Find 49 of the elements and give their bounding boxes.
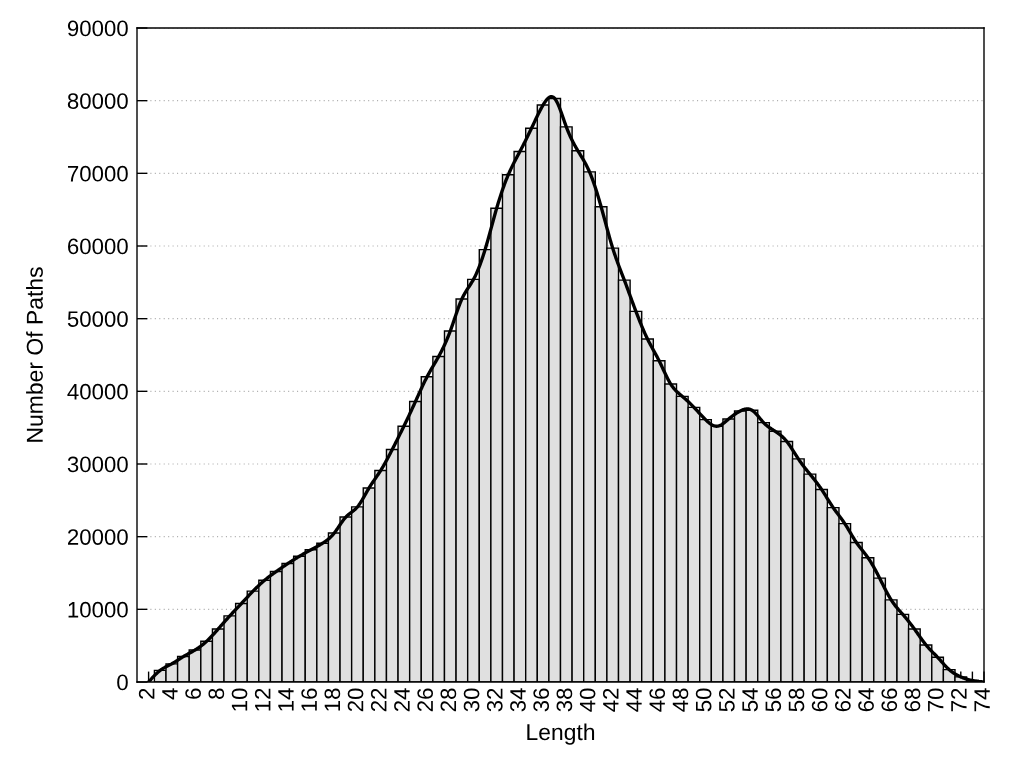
x-tick-label: 18 <box>324 688 341 711</box>
x-tick-label: 26 <box>417 688 434 712</box>
x-tick-label: 30 <box>463 688 480 712</box>
y-tick-label: 50000 <box>67 311 128 327</box>
x-axis-title: Length <box>527 723 595 745</box>
y-tick-label: 70000 <box>68 165 128 182</box>
x-tick-label: 38 <box>556 688 573 712</box>
x-tick-label: 12 <box>254 688 271 711</box>
x-tick-label: 52 <box>718 688 735 712</box>
x-tick-label: 22 <box>370 688 387 712</box>
y-tick-label: 90000 <box>67 20 128 37</box>
x-tick-label: 48 <box>672 688 689 712</box>
x-tick-label: 24 <box>394 688 410 712</box>
x-tick-label: 32 <box>486 688 503 712</box>
x-tick-label: 36 <box>533 688 550 712</box>
y-tick-label: 40000 <box>67 383 128 400</box>
y-tick-label: 10000 <box>68 601 128 618</box>
x-tick-label: 4 <box>162 688 178 700</box>
y-tick-label: 20000 <box>68 529 128 545</box>
x-tick-label: 34 <box>510 688 526 712</box>
x-tick-label: 54 <box>742 688 758 712</box>
y-tick-label: 80000 <box>67 93 128 109</box>
y-tick-label: 60000 <box>68 238 128 255</box>
x-tick-label: 74 <box>974 688 990 712</box>
x-tick-label: 46 <box>649 688 666 712</box>
y-tick-label: 0 <box>117 674 128 691</box>
x-tick-label: 60 <box>811 688 828 712</box>
x-tick-label: 70 <box>927 688 944 712</box>
x-tick-label: 10 <box>231 688 248 711</box>
x-tick-label: 8 <box>208 688 225 699</box>
x-tick-label: 68 <box>904 688 921 712</box>
x-tick-label: 72 <box>951 688 967 712</box>
x-tick-label: 62 <box>835 688 851 712</box>
y-tick-label: 30000 <box>67 456 128 473</box>
x-tick-label: 20 <box>347 688 364 712</box>
x-tick-label: 6 <box>185 688 201 699</box>
x-tick-label: 14 <box>278 688 294 711</box>
x-tick-label: 40 <box>579 688 596 712</box>
x-tick-label: 56 <box>765 688 782 712</box>
x-tick-label: 64 <box>858 688 874 712</box>
x-tick-label: 16 <box>301 688 318 711</box>
x-tick-label: 50 <box>695 688 712 712</box>
x-tick-label: 66 <box>881 688 898 712</box>
x-tick-label: 42 <box>602 688 619 712</box>
x-tick-label: 28 <box>440 688 457 712</box>
x-tick-label: 58 <box>788 688 805 712</box>
y-axis-title: Number Of Paths <box>26 267 43 442</box>
x-tick-label: 44 <box>626 688 642 712</box>
x-tick-label: 2 <box>138 688 155 699</box>
